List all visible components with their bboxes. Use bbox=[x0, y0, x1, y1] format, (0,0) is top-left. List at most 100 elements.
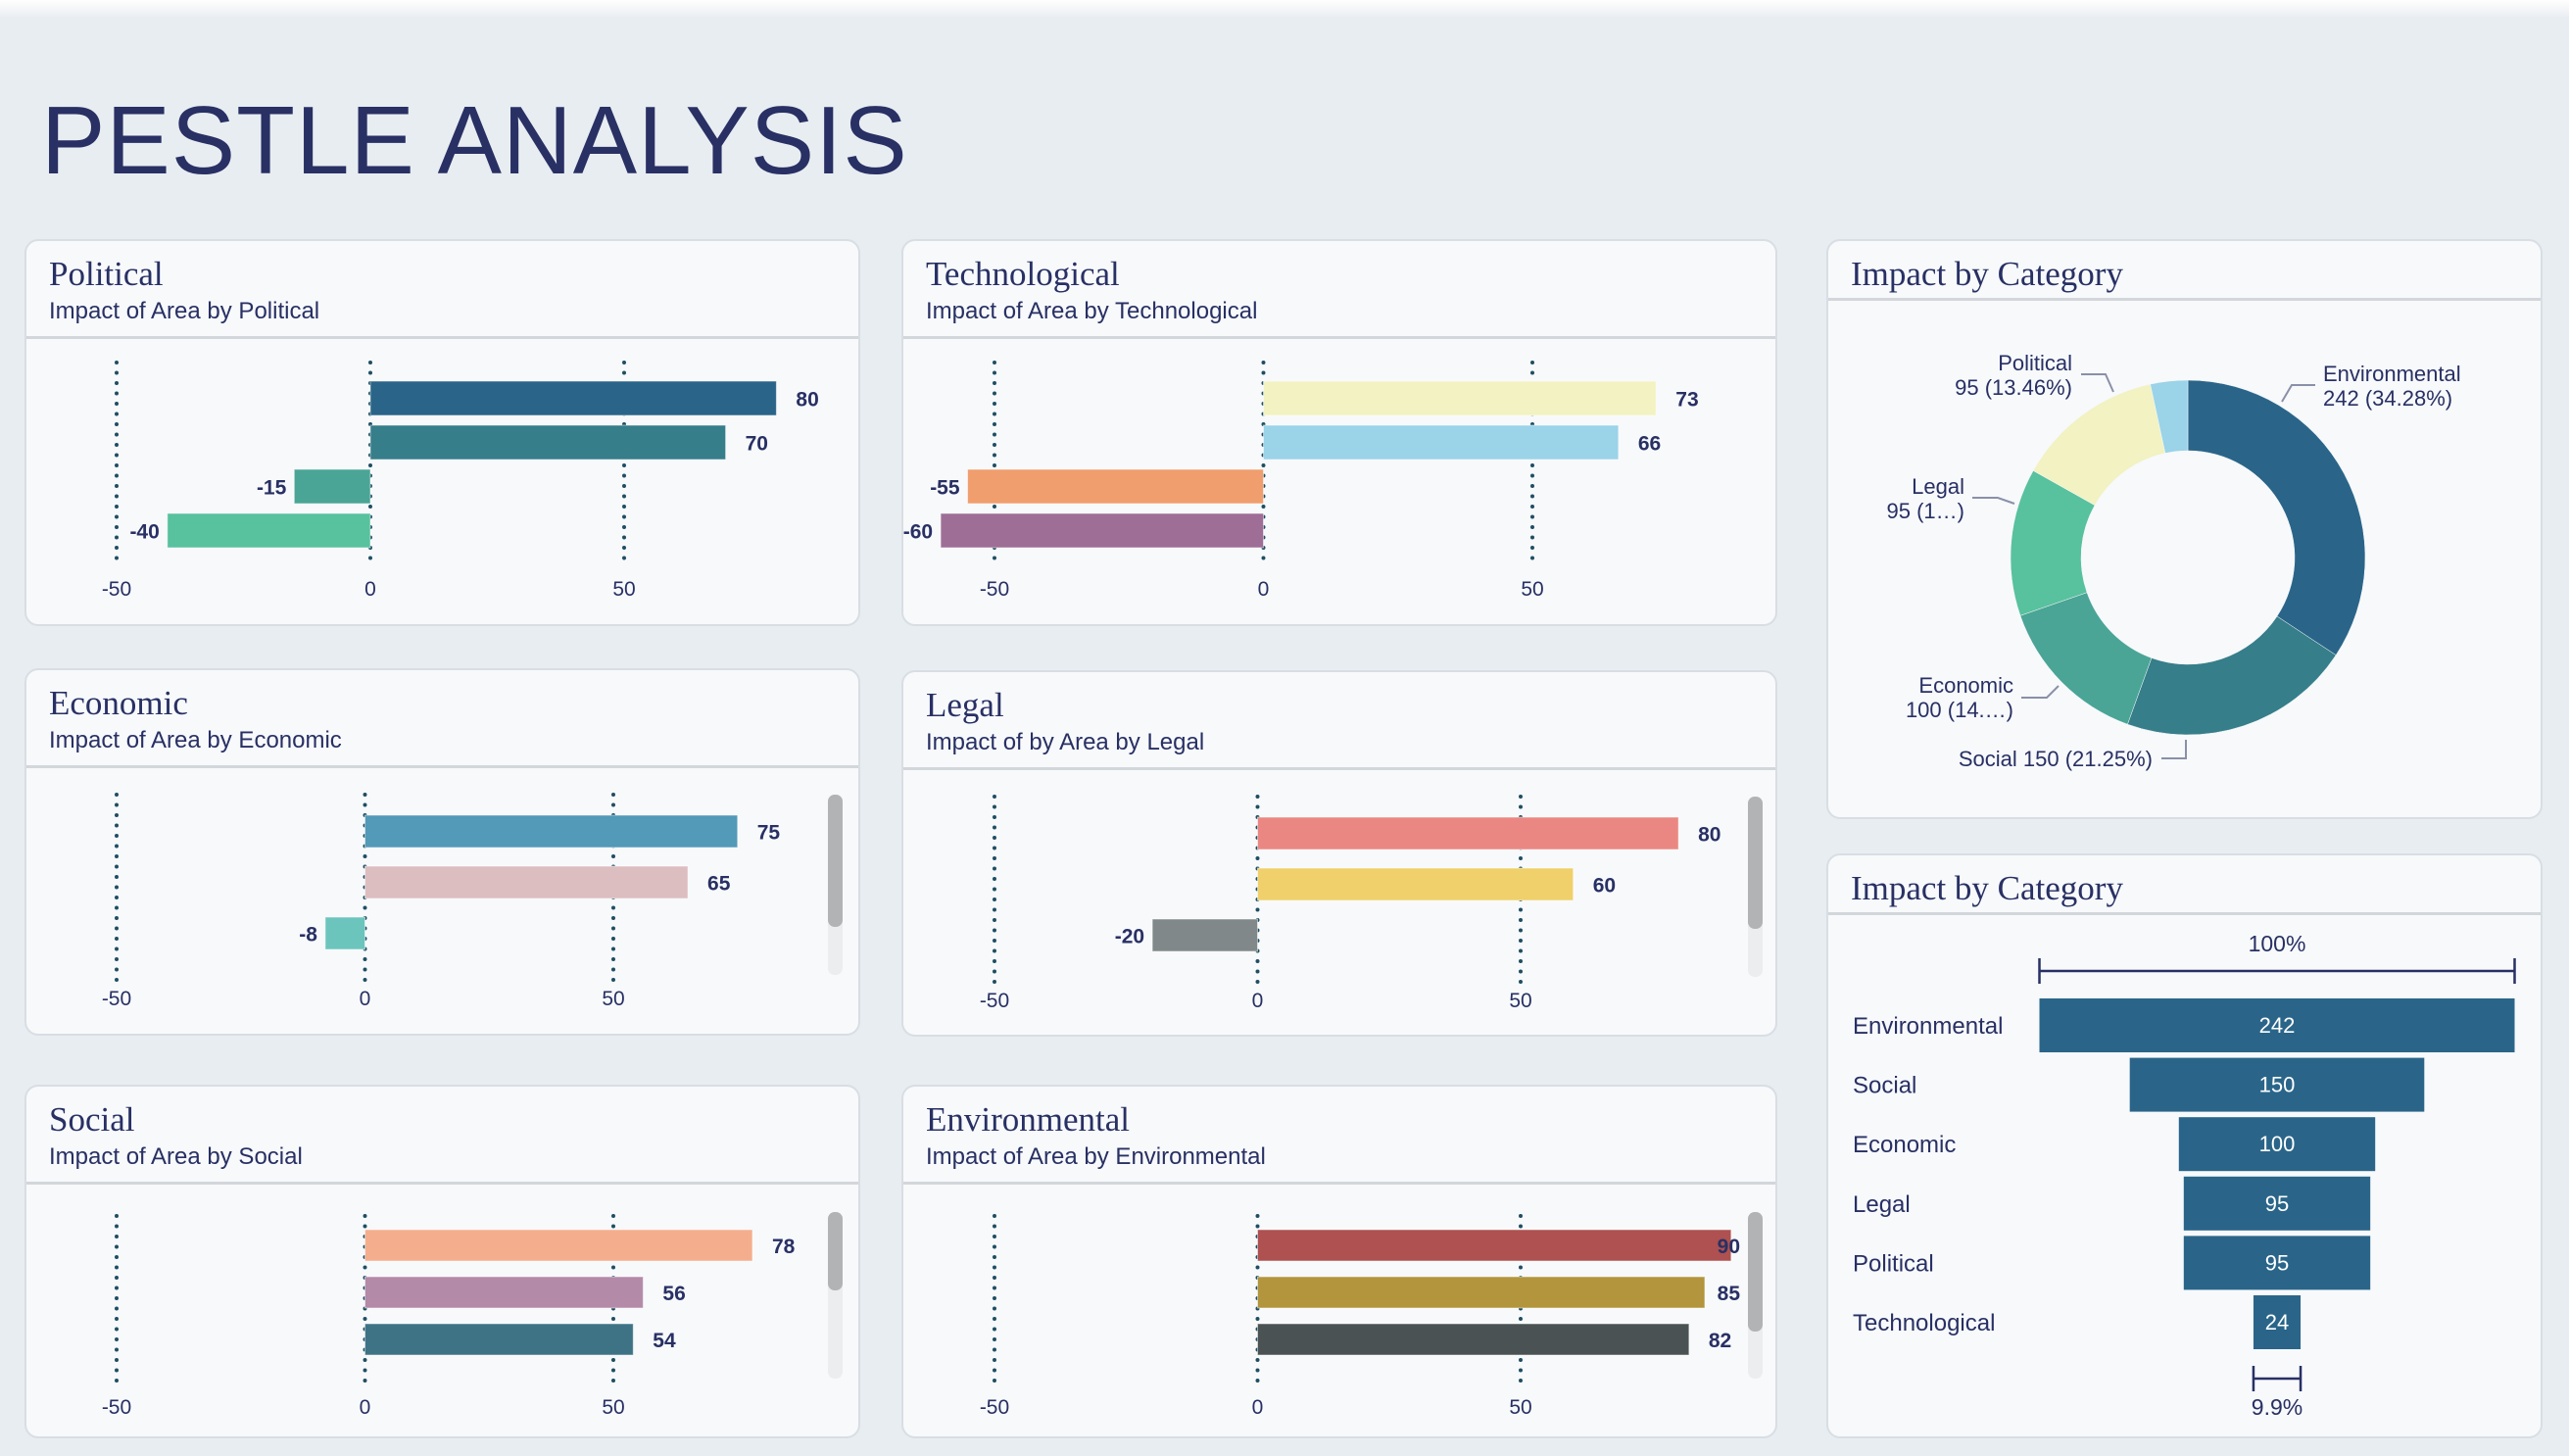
x-tick-label: 0 bbox=[1252, 1396, 1264, 1419]
bar bbox=[364, 1276, 644, 1309]
bar-value-label: -60 bbox=[903, 521, 933, 544]
funnel-top-percent: 100% bbox=[2249, 931, 2306, 956]
bar-value-label: 54 bbox=[653, 1330, 676, 1352]
bar bbox=[1151, 918, 1259, 952]
funnel-top-bracket bbox=[2038, 958, 2516, 984]
donut-slice-environmental bbox=[2187, 379, 2366, 655]
bar-chart: -50 0 50 80 70 -15 -40 bbox=[102, 361, 819, 601]
page-title: PESTLE ANALYSIS bbox=[41, 86, 908, 194]
x-tick-label: 50 bbox=[612, 578, 635, 601]
panel-title: Economic bbox=[49, 684, 188, 722]
funnel-bar bbox=[2183, 1176, 2371, 1231]
funnel-bar bbox=[2253, 1295, 2302, 1349]
panel-donut: Impact by Category Environmental 242 (34.2… bbox=[1826, 239, 2543, 819]
funnel-bar bbox=[2039, 998, 2515, 1052]
bar-value-label: -55 bbox=[930, 477, 960, 500]
bar bbox=[364, 814, 739, 849]
bar-value-label: 85 bbox=[1718, 1283, 1741, 1305]
bar-value-label: 80 bbox=[1698, 824, 1721, 847]
x-tick-label: 0 bbox=[1252, 990, 1264, 1012]
panel-economic: Economic Impact of Area by Economic -50 0 50… bbox=[24, 668, 860, 1036]
leader-line bbox=[2281, 384, 2315, 403]
bar-value-label: -40 bbox=[129, 521, 159, 544]
bar-value-label: 66 bbox=[1638, 433, 1661, 456]
bar bbox=[167, 512, 371, 549]
funnel-value: 95 bbox=[2265, 1191, 2289, 1216]
bar-value-label: -15 bbox=[257, 477, 287, 500]
header-divider bbox=[1828, 298, 2541, 301]
scrollbar-thumb[interactable] bbox=[828, 795, 843, 927]
panel-legal: Legal Impact of by Area by Legal -50 0 50 80 6… bbox=[901, 670, 1777, 1037]
bar-value-label: -8 bbox=[299, 924, 317, 946]
funnel-chart: 100% 242 Environmental 150 Social 100 Economic… bbox=[1853, 931, 2516, 1420]
funnel-bar bbox=[2183, 1236, 2371, 1290]
bar-value-label: 90 bbox=[1718, 1236, 1740, 1258]
bar-value-label: 56 bbox=[662, 1283, 685, 1305]
leader-line bbox=[1972, 497, 2015, 505]
bar bbox=[1263, 424, 1620, 461]
bar bbox=[364, 1229, 753, 1262]
panel-title: Environmental bbox=[926, 1100, 1131, 1139]
bar-value-label: -20 bbox=[1115, 926, 1144, 948]
panel-title: Legal bbox=[926, 686, 1004, 724]
panel-subtitle: Impact of Area by Environmental bbox=[926, 1143, 1266, 1170]
funnel-value: 24 bbox=[2265, 1310, 2289, 1335]
panel-technological: Technological Impact of Area by Technolog… bbox=[901, 239, 1777, 626]
panel-environmental: Environmental Impact of Area by Environme… bbox=[901, 1085, 1777, 1438]
bar-value-label: 80 bbox=[796, 389, 818, 412]
funnel-category-label: Political bbox=[1853, 1250, 1934, 1277]
bar-value-label: 75 bbox=[757, 822, 781, 845]
bar bbox=[293, 468, 371, 505]
header-divider bbox=[26, 336, 858, 339]
funnel-category-label: Economic bbox=[1853, 1132, 1956, 1158]
donut-label: Social 150 (21.25%) bbox=[1959, 747, 2153, 771]
x-tick-label: -50 bbox=[102, 578, 131, 601]
bar-chart: -50 0 50 73 66 -55 -60 bbox=[903, 361, 1699, 601]
bar bbox=[324, 916, 366, 950]
header-divider bbox=[903, 336, 1775, 339]
leader-line bbox=[2161, 740, 2187, 759]
panel-subtitle: Impact of Area by Economic bbox=[49, 727, 342, 753]
funnel-value: 242 bbox=[2259, 1013, 2296, 1038]
header-divider bbox=[26, 1182, 858, 1185]
scrollbar-thumb[interactable] bbox=[828, 1212, 843, 1290]
bar-chart: -50 0 50 80 60 -20 bbox=[980, 795, 1763, 1012]
leader-line bbox=[2021, 685, 2060, 699]
funnel-value: 100 bbox=[2259, 1132, 2296, 1156]
bar bbox=[1257, 816, 1679, 850]
bar-value-label: 70 bbox=[746, 433, 768, 456]
panel-subtitle: Impact of Area by Political bbox=[49, 298, 320, 324]
bar bbox=[369, 380, 777, 416]
donut-label: Political bbox=[1998, 351, 2072, 375]
x-tick-label: 0 bbox=[360, 988, 371, 1010]
funnel-category-label: Legal bbox=[1853, 1191, 1911, 1218]
panel-title: Impact by Category bbox=[1851, 869, 2123, 907]
donut-label: Economic bbox=[1918, 673, 2013, 698]
panel-social: Social Impact of Area by Social -50 0 50 78 56… bbox=[24, 1085, 860, 1438]
funnel-category-label: Social bbox=[1853, 1073, 1916, 1099]
bar bbox=[1257, 1276, 1706, 1309]
panel-title: Social bbox=[49, 1100, 135, 1139]
bar-value-label: 78 bbox=[772, 1236, 796, 1258]
bar-value-label: 65 bbox=[707, 873, 731, 896]
bar bbox=[1263, 380, 1657, 416]
funnel-bar bbox=[2178, 1117, 2376, 1172]
bar bbox=[1257, 867, 1575, 901]
funnel-value: 150 bbox=[2259, 1073, 2296, 1097]
funnel-category-label: Environmental bbox=[1853, 1013, 2003, 1040]
x-tick-label: -50 bbox=[980, 990, 1009, 1012]
x-tick-label: 50 bbox=[602, 1396, 624, 1419]
leader-line bbox=[2081, 373, 2114, 393]
header-divider bbox=[1828, 912, 2541, 915]
bar-value-label: 82 bbox=[1709, 1330, 1731, 1352]
funnel-value: 95 bbox=[2265, 1250, 2289, 1275]
scrollbar-thumb[interactable] bbox=[1748, 1212, 1763, 1332]
x-tick-label: -50 bbox=[102, 1396, 131, 1419]
scrollbar-thumb[interactable] bbox=[1748, 797, 1763, 929]
x-tick-label: 50 bbox=[602, 988, 624, 1010]
header-divider bbox=[903, 1182, 1775, 1185]
panel-title: Political bbox=[49, 255, 164, 293]
header-divider bbox=[903, 767, 1775, 770]
donut-slice-technological bbox=[2150, 379, 2189, 454]
